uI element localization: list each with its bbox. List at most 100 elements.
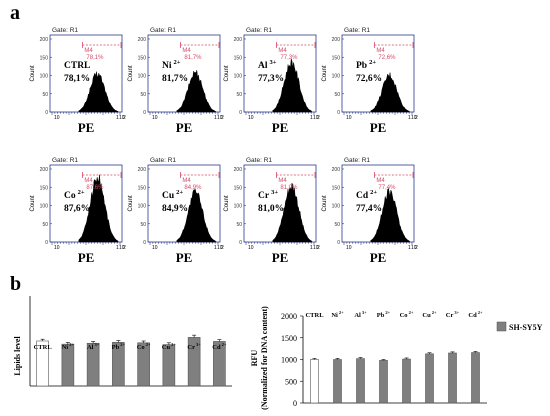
x-tick-label: 1 — [310, 245, 313, 251]
x-tick-label: 10 — [217, 245, 223, 251]
gate-label: Gate: R1 — [150, 27, 176, 34]
x-tick-label: 10 — [217, 115, 223, 121]
y-tick-label: 200 — [332, 37, 341, 43]
y-tick-label: 100 — [234, 204, 243, 210]
treatment-label: Cd 2+ — [356, 189, 377, 201]
x-tick-label: 2 — [123, 245, 126, 251]
plot-frame — [147, 34, 221, 113]
x-axis-label: PE — [272, 120, 289, 135]
x-tick-label: 10 — [119, 245, 125, 251]
y-axis-label: Count — [30, 195, 36, 211]
x-tick-label: 2 — [221, 115, 224, 121]
y-tick-label: 0 — [239, 240, 242, 246]
y-tick-label: 50 — [236, 92, 242, 98]
treatment-label: Cu 2+ — [162, 189, 183, 201]
category-label: Cu2+ — [162, 342, 177, 351]
gate-label: Gate: R1 — [344, 27, 370, 34]
y-tick-label: 500 — [285, 377, 297, 386]
y-axis-label: Count — [224, 195, 230, 211]
category-label: Pb2+ — [377, 310, 391, 319]
gate-marker-name: M4 — [376, 48, 385, 54]
x-tick-label: 10 — [54, 115, 60, 121]
x-tick-label: 10 — [411, 115, 417, 121]
x-tick-label: 2 — [415, 115, 418, 121]
category-label: Ni2+ — [62, 342, 75, 351]
y-tick-label: 150 — [40, 55, 49, 61]
histogram-distribution — [370, 187, 411, 243]
y-tick-label: 150 — [40, 185, 49, 191]
x-tick-label: 1 — [214, 115, 217, 121]
panel-b-label: b — [10, 273, 21, 295]
x-axis-label: PE — [370, 250, 387, 265]
y-tick-label: 50 — [140, 92, 146, 98]
y-tick-label: 150 — [332, 55, 341, 61]
x-axis-label: PE — [78, 120, 95, 135]
histogram-distribution — [370, 72, 411, 113]
y-tick-label: 50 — [140, 222, 146, 228]
x-axis-label: PE — [176, 120, 193, 135]
percent-label: 77,4% — [356, 204, 382, 214]
y-tick-label: 100 — [234, 74, 243, 80]
treatment-label: Ni 2+ — [162, 59, 181, 71]
y-tick-label: 100 — [138, 74, 147, 80]
category-label: Cd2+ — [468, 310, 483, 319]
y-tick-label: 200 — [40, 167, 49, 173]
x-tick-label: 1 — [116, 115, 119, 121]
x-axis-label: PE — [176, 250, 193, 265]
y-tick-label: 200 — [138, 167, 147, 173]
histogram-distribution — [176, 188, 217, 243]
bar — [379, 360, 388, 404]
category-label: Pb2+ — [112, 342, 126, 351]
percent-label: 77,3% — [258, 74, 284, 84]
treatment-label: Al 3+ — [258, 59, 277, 71]
y-tick-label: 100 — [332, 74, 341, 80]
histogram-distribution — [176, 70, 217, 113]
gate-marker-name: M4 — [376, 178, 385, 184]
x-tick-label: 1 — [408, 115, 411, 121]
x-tick-label: 1 — [214, 245, 217, 251]
treatment-label: Co 2+ — [64, 189, 85, 201]
gate-marker-name: M4 — [84, 178, 93, 184]
rfu-bar-chart: CTRL Ni2+ Al3+ Pb2+ Co2+ Cu2+ Cr3+ Cd2+ 0 500 1000… — [250, 306, 543, 410]
y-axis-label: Count — [322, 65, 328, 81]
gate-label: Gate: R1 — [150, 157, 176, 164]
y-tick-label: 200 — [40, 37, 49, 43]
y-tick-label: 0 — [45, 240, 48, 246]
category-label: CTRL — [305, 312, 324, 319]
y-tick-label: 150 — [234, 185, 243, 191]
y-tick-label: 200 — [138, 37, 147, 43]
gate-label: Gate: R1 — [52, 157, 78, 164]
y-axis-label-line2: (Normalized for DNA content) — [260, 306, 269, 410]
gate-label: Gate: R1 — [246, 157, 272, 164]
bar — [333, 359, 342, 404]
treatment-label: Cr 3+ — [258, 189, 278, 201]
y-tick-label: 50 — [42, 222, 48, 228]
histogram-distribution — [78, 71, 119, 113]
gate-marker-name: M4 — [278, 178, 287, 184]
treatment-label: CTRL — [64, 61, 90, 71]
legend-swatch — [496, 321, 507, 332]
x-tick-label: 10 — [313, 245, 319, 251]
y-tick-label: 100 — [40, 204, 49, 210]
x-tick-label: 10 — [411, 245, 417, 251]
histogram-distribution — [78, 174, 119, 243]
y-tick-label: 50 — [334, 222, 340, 228]
gate-marker-value: 84,9% — [184, 185, 202, 191]
lipids-level-bar-chart: CTRL Ni2+ Al3+ Pb2+ Co2+ Cu2+ Cr3+ Cd2+ Lipids l… — [13, 296, 232, 387]
y-axis-label: Count — [30, 65, 36, 81]
x-tick-label: 10 — [119, 115, 125, 121]
histogram-distribution — [272, 182, 313, 243]
bar — [448, 352, 457, 404]
x-tick-label: 1 — [408, 245, 411, 251]
gate-label: Gate: R1 — [246, 27, 272, 34]
plot-frame — [341, 34, 415, 113]
y-tick-label: 50 — [236, 222, 242, 228]
plot-frame — [147, 164, 221, 243]
bar — [471, 352, 480, 404]
